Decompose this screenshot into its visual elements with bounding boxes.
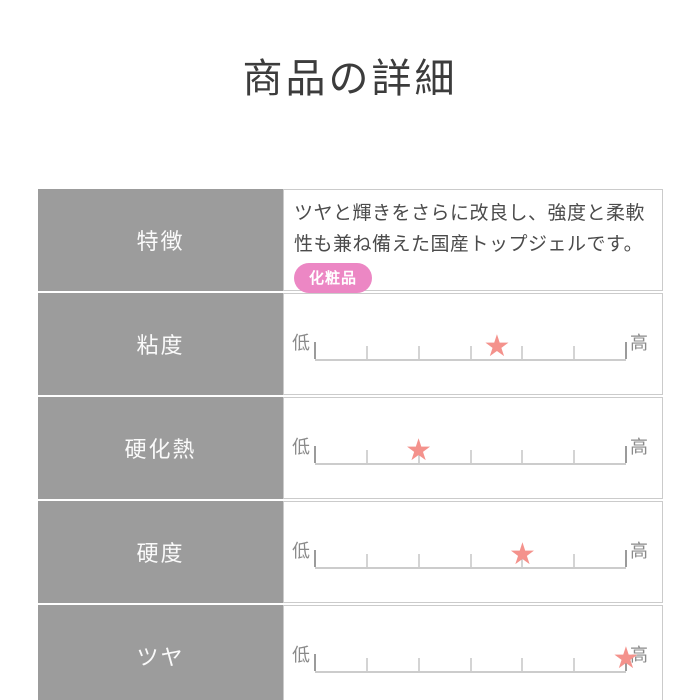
scale-tick xyxy=(573,450,575,463)
table-row-curing-heat: 硬化熱 低 ★ 高 xyxy=(38,397,663,499)
scale-tick xyxy=(418,658,420,671)
scale-tick xyxy=(366,658,368,671)
hardness-content-cell: 低 ★ 高 xyxy=(283,501,663,603)
hardness-rating-scale: ★ xyxy=(314,535,627,571)
scale-tick xyxy=(314,446,316,463)
scale-tick xyxy=(521,346,523,359)
row-label-features: 特徴 xyxy=(38,189,283,291)
row-label-viscosity: 粘度 xyxy=(38,293,283,395)
row-label-curing-heat: 硬化熱 xyxy=(38,397,283,499)
scale-high-label: 高 xyxy=(630,333,648,353)
features-content-cell: ツヤと輝きをさらに改良し、強度と柔軟性も兼ね備えた国産トップジェルです。 化粧品 xyxy=(283,189,663,293)
scale-tick xyxy=(521,658,523,671)
cosmetics-badge: 化粧品 xyxy=(294,263,373,293)
row-label-hardness: 硬度 xyxy=(38,501,283,603)
gloss-content-cell: 低 ★ 高 xyxy=(283,605,663,700)
scale-high-label: 高 xyxy=(630,645,648,665)
scale-tick xyxy=(625,446,627,463)
scale-tick xyxy=(521,450,523,463)
table-row-features: 特徴 ツヤと輝きをさらに改良し、強度と柔軟性も兼ね備えた国産トップジェルです。 … xyxy=(38,189,663,293)
viscosity-rating-scale: ★ xyxy=(314,327,627,363)
scale-low-label: 低 xyxy=(292,645,310,665)
viscosity-content-cell: 低 ★ 高 xyxy=(283,293,663,395)
scale-tick xyxy=(314,654,316,671)
scale-low-label: 低 xyxy=(292,437,310,457)
scale-tick xyxy=(470,554,471,567)
scale-tick xyxy=(418,554,420,567)
star-icon: ★ xyxy=(483,330,511,363)
curing-heat-rating-scale: ★ xyxy=(314,431,627,467)
scale-tick xyxy=(625,550,627,567)
scale-tick xyxy=(573,554,575,567)
scale-tick xyxy=(625,654,627,671)
scale-tick xyxy=(366,554,368,567)
scale-high-label: 高 xyxy=(630,541,648,561)
row-label-gloss: ツヤ xyxy=(38,605,283,700)
gloss-rating-scale: ★ xyxy=(314,639,639,674)
feature-description-text: ツヤと輝きをさらに改良し、強度と柔軟性も兼ね備えた国産トップジェルです。 xyxy=(294,203,646,255)
scale-tick xyxy=(314,550,316,567)
scale-tick xyxy=(366,450,368,463)
scale-tick xyxy=(470,346,471,359)
scale-tick xyxy=(418,346,420,359)
scale-tick xyxy=(521,554,523,567)
curing-heat-content-cell: 低 ★ 高 xyxy=(283,397,663,499)
product-detail-table: 特徴 ツヤと輝きをさらに改良し、強度と柔軟性も兼ね備えた国産トップジェルです。 … xyxy=(38,189,663,700)
scale-tick xyxy=(470,450,471,463)
scale-low-label: 低 xyxy=(292,333,310,353)
scale-tick xyxy=(573,658,575,671)
table-row-gloss: ツヤ 低 ★ 高 xyxy=(38,605,663,700)
product-detail-panel: 商品の詳細 特徴 ツヤと輝きをさらに改良し、強度と柔軟性も兼ね備えた国産トップジ… xyxy=(0,46,700,700)
scale-tick xyxy=(470,658,471,671)
scale-tick xyxy=(418,450,420,463)
table-row-viscosity: 粘度 低 ★ 高 xyxy=(38,293,663,395)
scale-tick xyxy=(625,342,627,359)
scale-low-label: 低 xyxy=(292,541,310,561)
scale-tick xyxy=(366,346,368,359)
table-row-hardness: 硬度 低 ★ 高 xyxy=(38,501,663,603)
star-icon: ★ xyxy=(612,642,640,675)
scale-tick xyxy=(314,342,316,359)
star-icon: ★ xyxy=(405,434,433,467)
scale-tick xyxy=(573,346,575,359)
page-title: 商品の詳細 xyxy=(242,57,458,101)
star-icon: ★ xyxy=(508,538,536,571)
scale-high-label: 高 xyxy=(630,437,648,457)
